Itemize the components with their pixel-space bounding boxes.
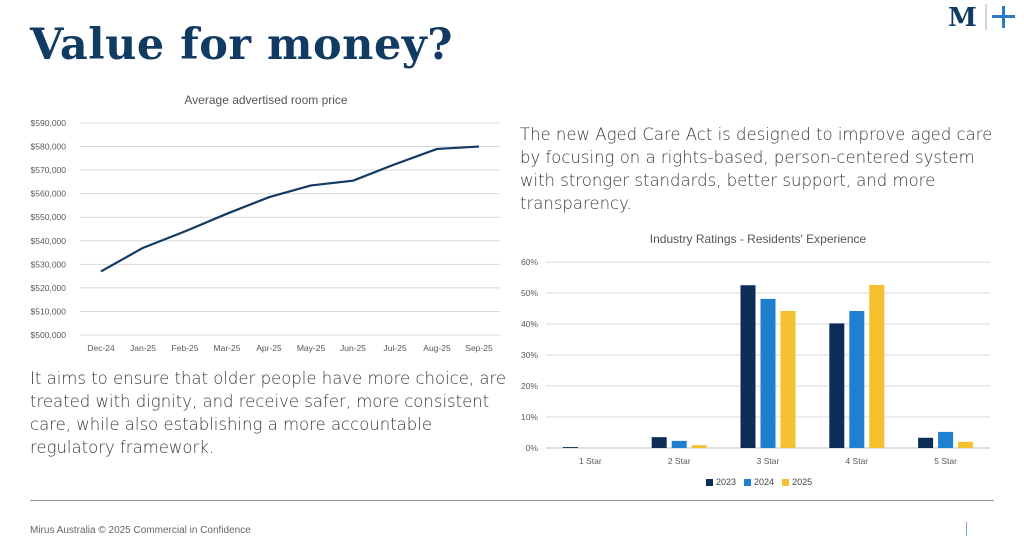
bar-ytick-label: 50%: [521, 288, 538, 298]
line-ytick-label: $510,000: [31, 306, 67, 316]
line-ytick-label: $580,000: [31, 142, 67, 152]
bar-ytick-label: 20%: [521, 381, 538, 391]
legend-swatch-2025: [782, 478, 790, 486]
line-xtick-label: May-25: [297, 343, 326, 353]
bar-chart-title: Industry Ratings - Residents' Experience: [649, 232, 867, 246]
line-xtick-label: Feb-25: [172, 343, 199, 353]
legend-label-2024: 2024: [754, 477, 775, 487]
bar-ytick-label: 40%: [521, 319, 538, 329]
bar-xtick-label: 5 Star: [934, 456, 957, 466]
bar-2025-2-star: [691, 445, 707, 448]
legend-swatch-2024: [744, 478, 752, 486]
line-xtick-label: Jun-25: [340, 343, 366, 353]
line-xtick-label: Jul-25: [383, 343, 406, 353]
line-xtick-label: Dec-24: [87, 343, 115, 353]
bar-2023-5-star: [918, 437, 934, 448]
footer-text: Mirus Australia © 2025 Commercial in Con…: [30, 525, 251, 536]
line-xtick-label: Apr-25: [256, 343, 282, 353]
bar-2024-2-star: [671, 440, 687, 448]
legend-label-2025: 2025: [792, 477, 813, 487]
bar-2025-5-star: [958, 441, 974, 448]
bar-xtick-label: 3 Star: [757, 456, 780, 466]
line-ytick-label: $500,000: [31, 330, 67, 340]
legend-item-2024: 2024: [744, 477, 774, 487]
bar-ytick-label: 60%: [521, 257, 538, 267]
line-ytick-label: $540,000: [31, 236, 67, 246]
footer-divider: [30, 500, 994, 501]
bar-2023-4-star: [829, 323, 845, 448]
bar-ytick-label: 0%: [526, 443, 539, 453]
bar-2024-3-star: [760, 298, 776, 448]
bar-2023-2-star: [651, 437, 667, 448]
line-series-price: [100, 145, 480, 273]
slide-title: Value for money?: [30, 20, 453, 70]
bar-2024-5-star: [938, 431, 954, 448]
bar-ytick-label: 10%: [521, 412, 538, 422]
line-ytick-label: $570,000: [31, 165, 67, 175]
line-ytick-label: $550,000: [31, 212, 67, 222]
bar-xtick-label: 1 Star: [579, 456, 602, 466]
legend-label-2023: 2023: [716, 477, 737, 487]
line-xtick-label: Aug-25: [423, 343, 451, 353]
line-ytick-label: $560,000: [31, 189, 67, 199]
bar-chart-legend: 2023 2024 2025: [706, 477, 812, 487]
bar-2023-1-star: [562, 447, 578, 448]
legend-swatch-2023: [706, 478, 713, 486]
line-ytick-label: $590,000: [31, 118, 67, 128]
line-xtick-label: Mar-25: [214, 343, 241, 353]
legend-item-2023: 2023: [706, 477, 736, 487]
line-xtick-label: Jan-25: [130, 343, 156, 353]
right-paragraph: The new Aged Care Act is designed to imp…: [520, 125, 993, 213]
line-ytick-label: $520,000: [31, 283, 67, 293]
line-xtick-label: Sep-25: [465, 343, 493, 353]
footer-accent-mark: [966, 522, 967, 536]
bar-xtick-label: 2 Star: [668, 456, 691, 466]
logo-letter: M: [948, 3, 977, 33]
bar-xtick-label: 4 Star: [845, 456, 868, 466]
line-ytick-label: $530,000: [31, 259, 67, 269]
bar-ytick-label: 30%: [521, 350, 538, 360]
logo-cross-horizontal: [992, 15, 1015, 18]
bar-2024-4-star: [849, 310, 865, 448]
bar-2023-3-star: [740, 285, 756, 448]
company-logo: M: [948, 3, 1015, 33]
line-chart-title: Average advertised room price: [184, 93, 348, 107]
left-paragraph: It aims to ensure that older people have…: [30, 369, 507, 457]
bar-2025-3-star: [780, 310, 796, 448]
legend-item-2025: 2025: [782, 477, 812, 487]
bar-2025-4-star: [869, 284, 885, 448]
